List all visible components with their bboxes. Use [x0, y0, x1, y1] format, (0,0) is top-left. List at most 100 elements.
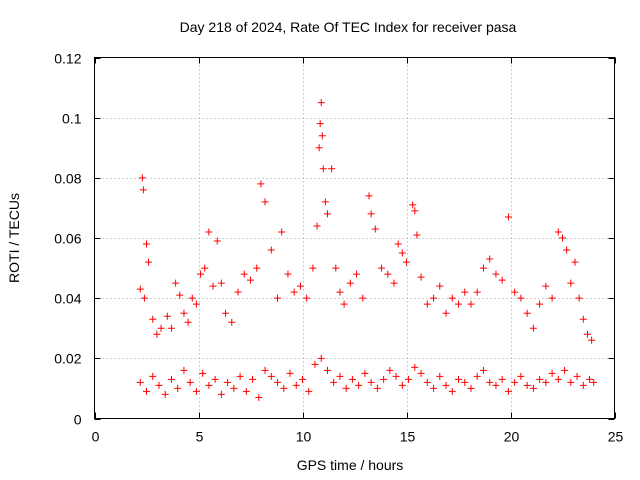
data-point	[536, 375, 544, 383]
data-point	[411, 207, 419, 215]
data-point	[479, 366, 487, 374]
data-point	[138, 174, 146, 182]
data-point	[394, 240, 402, 248]
data-point	[318, 132, 326, 140]
y-tick-label: 0.04	[54, 291, 81, 307]
data-point	[247, 276, 254, 284]
data-point	[392, 372, 400, 380]
data-point	[455, 375, 462, 383]
data-point	[461, 288, 469, 296]
data-point	[386, 366, 394, 374]
data-point	[299, 375, 306, 383]
data-point	[436, 282, 444, 290]
data-point	[267, 372, 275, 380]
data-point	[174, 384, 182, 392]
data-point	[579, 381, 587, 389]
data-point	[567, 378, 575, 386]
data-point	[511, 378, 519, 386]
data-point	[523, 309, 531, 317]
data-point	[486, 255, 494, 263]
data-point	[184, 318, 192, 326]
data-point	[222, 309, 230, 317]
data-point	[309, 264, 317, 272]
data-point	[280, 384, 288, 392]
x-tick-label: 5	[196, 429, 204, 445]
data-point	[417, 369, 425, 377]
data-point	[167, 375, 175, 383]
data-point	[413, 231, 421, 239]
data-point	[529, 324, 537, 332]
data-point	[261, 366, 269, 374]
data-point	[180, 366, 188, 374]
data-point	[205, 228, 213, 236]
data-point	[255, 393, 263, 401]
data-point	[367, 210, 375, 218]
data-point	[319, 165, 327, 173]
data-point	[139, 186, 147, 194]
y-tick-label: 0	[74, 412, 82, 428]
data-point	[340, 300, 348, 308]
data-point	[192, 387, 200, 395]
data-point	[342, 384, 350, 392]
data-point	[346, 279, 354, 287]
data-point	[405, 375, 413, 383]
data-point	[430, 384, 438, 392]
data-point	[561, 366, 569, 374]
data-point	[436, 372, 444, 380]
data-point	[504, 213, 512, 221]
data-point	[172, 279, 180, 287]
data-point	[590, 378, 598, 386]
data-point	[442, 381, 450, 389]
chart-title: Day 218 of 2024, Rate Of TEC Index for r…	[180, 19, 517, 35]
data-point	[548, 294, 556, 302]
x-tick-label: 20	[504, 429, 520, 445]
data-point	[448, 294, 456, 302]
data-point	[136, 378, 144, 386]
data-point	[504, 387, 512, 395]
data-point	[292, 381, 300, 389]
data-point	[316, 120, 324, 128]
data-point	[332, 264, 340, 272]
data-point	[409, 201, 417, 209]
data-point	[228, 318, 236, 326]
axis-ticks	[94, 57, 616, 420]
data-point	[143, 240, 150, 248]
data-point	[217, 390, 225, 398]
data-point	[305, 387, 313, 395]
data-point	[163, 312, 171, 320]
data-point	[403, 258, 410, 266]
data-point	[423, 300, 431, 308]
data-point	[455, 300, 462, 308]
data-point	[417, 273, 425, 281]
data-point	[180, 309, 188, 317]
data-point	[240, 270, 248, 278]
data-point	[430, 294, 438, 302]
data-point	[492, 381, 500, 389]
x-tick-label: 10	[296, 429, 312, 445]
data-point	[149, 372, 157, 380]
y-tick-label: 0.06	[54, 231, 81, 247]
data-point	[143, 387, 150, 395]
data-point	[176, 291, 184, 299]
data-point	[586, 375, 594, 383]
data-point	[323, 366, 331, 374]
data-point	[199, 369, 207, 377]
data-point	[249, 375, 257, 383]
data-point	[536, 300, 544, 308]
data-point	[542, 282, 550, 290]
data-point	[261, 198, 269, 206]
data-point	[284, 270, 292, 278]
data-point	[371, 225, 379, 233]
grid	[94, 57, 615, 419]
data-point	[136, 285, 144, 293]
y-axis-label: ROTI / TECUs	[6, 193, 22, 283]
data-point	[201, 264, 209, 272]
data-point	[548, 369, 556, 377]
data-point	[542, 378, 550, 386]
data-point	[492, 270, 500, 278]
data-point	[213, 237, 221, 245]
data-point	[380, 375, 388, 383]
data-point	[398, 381, 406, 389]
data-point	[467, 384, 475, 392]
